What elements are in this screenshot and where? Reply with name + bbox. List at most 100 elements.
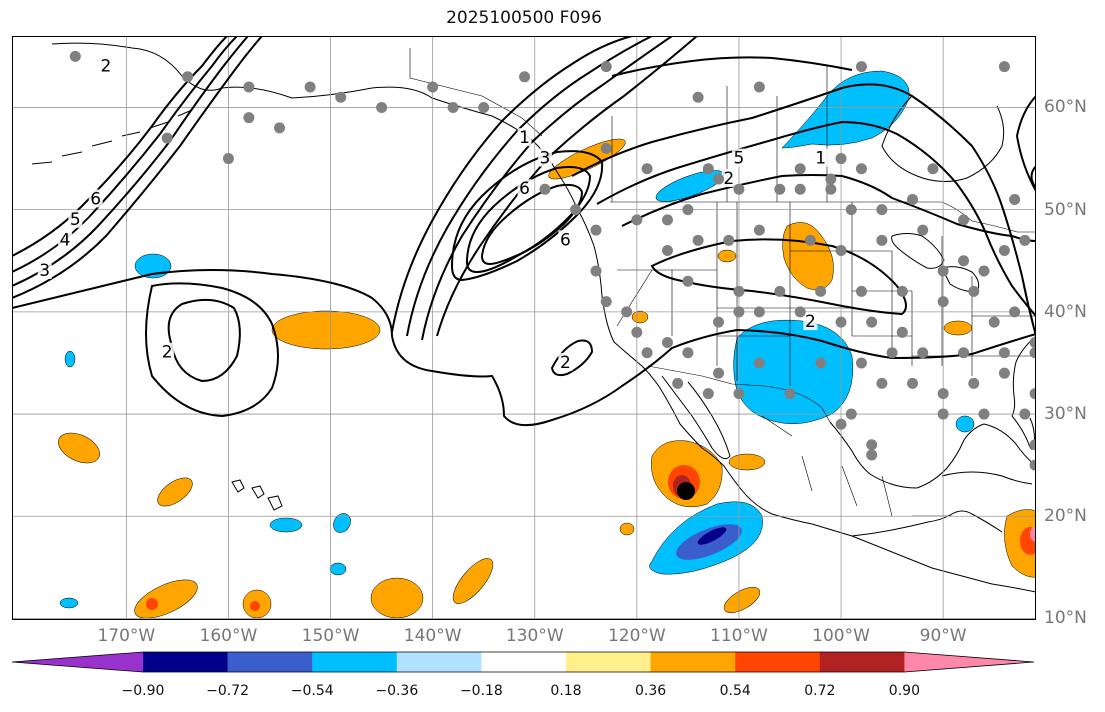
contour-label: 1 [519, 128, 530, 148]
contour-label-bg [517, 128, 532, 147]
colorbar-outline [12, 651, 1035, 673]
contour-label: 2 [723, 169, 734, 189]
anomaly-positive [723, 587, 761, 613]
colorbar-tick-label: −0.18 [459, 683, 503, 699]
station-dot [998, 367, 1010, 379]
station-dot [733, 388, 745, 400]
map-title: 2025100500 F096 [446, 8, 602, 28]
anomaly-negative [59, 597, 79, 609]
station-dot [723, 234, 735, 246]
contour-label-bg [731, 148, 746, 167]
contour-label: 2 [560, 353, 571, 373]
station-dot [794, 183, 806, 195]
station-dot [815, 357, 827, 369]
station-dot [753, 224, 765, 236]
station-dot [641, 347, 653, 359]
contour-label: 2 [162, 343, 173, 363]
contour-label: 5 [70, 210, 81, 230]
longitude-label: 130°W [505, 626, 564, 646]
station-dot [733, 183, 745, 195]
station-dot [825, 173, 837, 185]
latitude-label: 30°N [1044, 404, 1087, 425]
anomaly-strong [146, 598, 158, 610]
map-frame [12, 36, 1036, 620]
colorbar-band [566, 652, 652, 672]
station-dot [794, 163, 806, 175]
anomaly-positive [58, 432, 100, 464]
station-dot [1019, 408, 1031, 420]
station-dot [733, 306, 745, 318]
station-dot [937, 265, 949, 277]
station-dot [968, 377, 980, 389]
station-dot [621, 306, 633, 318]
contour-label: 6 [90, 189, 101, 209]
anomaly-negative [269, 517, 303, 533]
contour-label: 2 [805, 312, 816, 332]
longitude-label: 150°W [301, 626, 360, 646]
station-dot [937, 388, 949, 400]
contour-label-bg [537, 148, 552, 167]
anomaly-negative [955, 415, 975, 433]
station-dot [570, 204, 582, 216]
anomaly-negative [329, 562, 347, 576]
station-dot [917, 347, 929, 359]
station-dot [702, 163, 714, 175]
station-dot [907, 377, 919, 389]
station-dot [335, 91, 347, 103]
station-dot [182, 71, 194, 83]
station-dot [958, 347, 970, 359]
station-dot [896, 326, 908, 338]
contour-label-bg [58, 230, 73, 249]
colorbar-tick-label: 0.54 [719, 683, 751, 699]
contour-label: 3 [540, 149, 551, 169]
longitude-label: 170°W [97, 626, 156, 646]
latitude-label: 10°N [1044, 608, 1087, 629]
station-dot [692, 234, 704, 246]
longitude-label: 100°W [812, 626, 870, 646]
colorbar-tick-label: 0.72 [804, 683, 836, 699]
colorbar-band [735, 652, 821, 672]
longitude-label: 140°W [403, 626, 462, 646]
anomaly-positive [157, 477, 193, 507]
station-dot [631, 214, 643, 226]
station-dot [753, 81, 765, 93]
colorbar [12, 651, 1035, 673]
station-dot [774, 183, 786, 195]
station-dot [733, 285, 745, 297]
station-dot [661, 245, 673, 257]
station-dot [855, 357, 867, 369]
latitude-label: 60°N [1044, 97, 1087, 118]
station-dot [1029, 347, 1036, 359]
station-dot [917, 224, 929, 236]
colorbar-band [227, 652, 313, 672]
colorbar-tick-label: −0.72 [206, 683, 250, 699]
station-dot [682, 275, 694, 287]
station-dot [600, 142, 612, 154]
station-dot [753, 357, 765, 369]
station-dot [713, 367, 725, 379]
contour-label: 6 [519, 179, 530, 199]
station-dot [886, 347, 898, 359]
station-dot [539, 183, 551, 195]
contour-label: 1 [815, 149, 826, 169]
graticule [12, 36, 1036, 620]
colorbar-band [396, 652, 482, 672]
station-dot [978, 265, 990, 277]
station-dot [161, 132, 173, 144]
station-dot [243, 81, 255, 93]
station-dot [835, 153, 847, 165]
contour-label-bg [558, 352, 573, 371]
colorbar-tick-label: −0.54 [290, 683, 334, 699]
station-dot [222, 153, 234, 165]
anomaly-positive [728, 453, 766, 471]
station-dot [866, 439, 878, 451]
colorbar-tick-label: −0.90 [121, 683, 165, 699]
station-dot [876, 204, 888, 216]
station-dot [1029, 388, 1036, 400]
contour-label-bg [813, 148, 828, 167]
station-dot [274, 122, 286, 134]
station-dot [590, 265, 602, 277]
contour-label-bg [88, 189, 103, 208]
anomaly-negative [333, 513, 351, 533]
